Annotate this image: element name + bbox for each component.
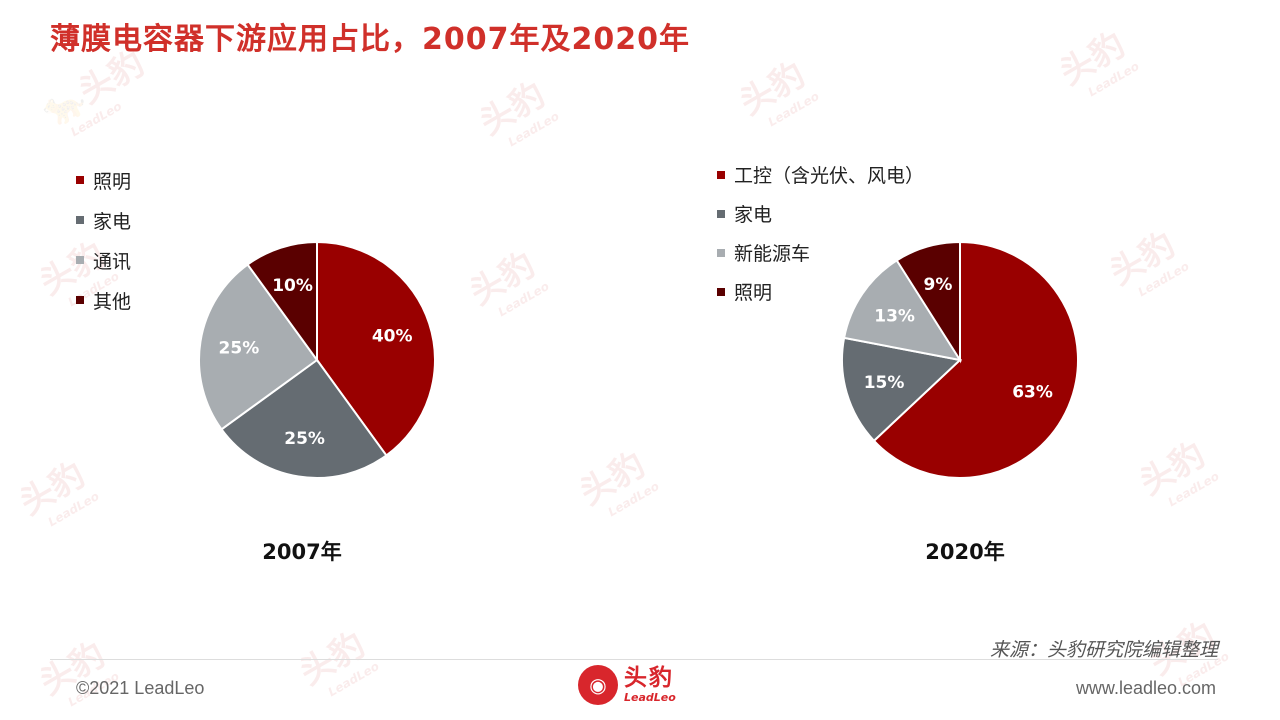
chart-caption-2020: 2020年 [925, 540, 1005, 564]
data-label: 63% [1012, 382, 1053, 402]
legend-swatch [76, 176, 84, 184]
legend-label: 家电 [93, 210, 132, 233]
legend-item: 照明 [717, 272, 924, 311]
legend-item: 工控（含光伏、风电） [717, 155, 924, 194]
pie-slice [316, 240, 436, 457]
footer-divider [50, 659, 1218, 660]
legend-swatch [76, 296, 84, 304]
legend-swatch [717, 287, 725, 296]
data-label: 15% [864, 373, 905, 393]
pie-chart-2007: 40% 25% 25% 10% [198, 240, 436, 479]
data-label: 40% [372, 327, 413, 347]
legend-item: 其他 [76, 280, 131, 320]
source-note: 来源：头豹研究院编辑整理 [989, 639, 1218, 661]
legend-label: 照明 [93, 170, 132, 193]
leopard-icon: ◉ [578, 665, 618, 705]
logo-text-cn: 头豹 [624, 665, 674, 691]
legend-item: 家电 [717, 194, 924, 233]
pie-slice [842, 258, 963, 362]
pie-slice [198, 263, 319, 431]
copyright: ©2021 LeadLeo [76, 678, 205, 698]
pie-slice [246, 240, 318, 364]
leadleo-logo: ◉ 头豹 LeadLeo [578, 665, 676, 705]
legend-swatch [717, 248, 725, 257]
logo-text-en: LeadLeo [624, 691, 676, 704]
legend-swatch [76, 216, 84, 224]
pie-slice [220, 358, 388, 479]
legend-item: 新能源车 [717, 233, 924, 272]
chart-caption-2007: 2007年 [262, 540, 342, 564]
legend-swatch [717, 209, 725, 218]
legend-label: 家电 [734, 204, 773, 226]
legend-2007: 照明 家电 通讯 其他 [76, 160, 131, 320]
legend-label: 照明 [734, 282, 773, 304]
legend-item: 通讯 [76, 240, 131, 280]
data-label: 9% [924, 275, 953, 295]
legend-item: 家电 [76, 200, 131, 240]
pie-slice [895, 240, 961, 364]
data-label: 10% [272, 276, 313, 296]
legend-2020: 工控（含光伏、风电） 家电 新能源车 照明 [717, 155, 924, 311]
legend-swatch [717, 170, 725, 179]
data-label: 13% [874, 307, 915, 327]
website-link[interactable]: www.leadleo.com [1075, 678, 1216, 698]
legend-label: 工控（含光伏、风电） [734, 165, 925, 187]
pie-slice [841, 336, 963, 443]
legend-label: 其他 [93, 290, 132, 313]
data-label: 25% [219, 339, 260, 359]
pie-chart-2020: 63% 15% 13% 9% [841, 240, 1079, 479]
legend-swatch [76, 256, 84, 264]
legend-label: 通讯 [93, 250, 132, 273]
page-title: 薄膜电容器下游应用占比，2007年及2020年 [50, 22, 690, 57]
legend-item: 照明 [76, 160, 131, 200]
pie-slice [872, 240, 1079, 479]
data-label: 25% [284, 429, 325, 449]
legend-label: 新能源车 [734, 243, 811, 265]
